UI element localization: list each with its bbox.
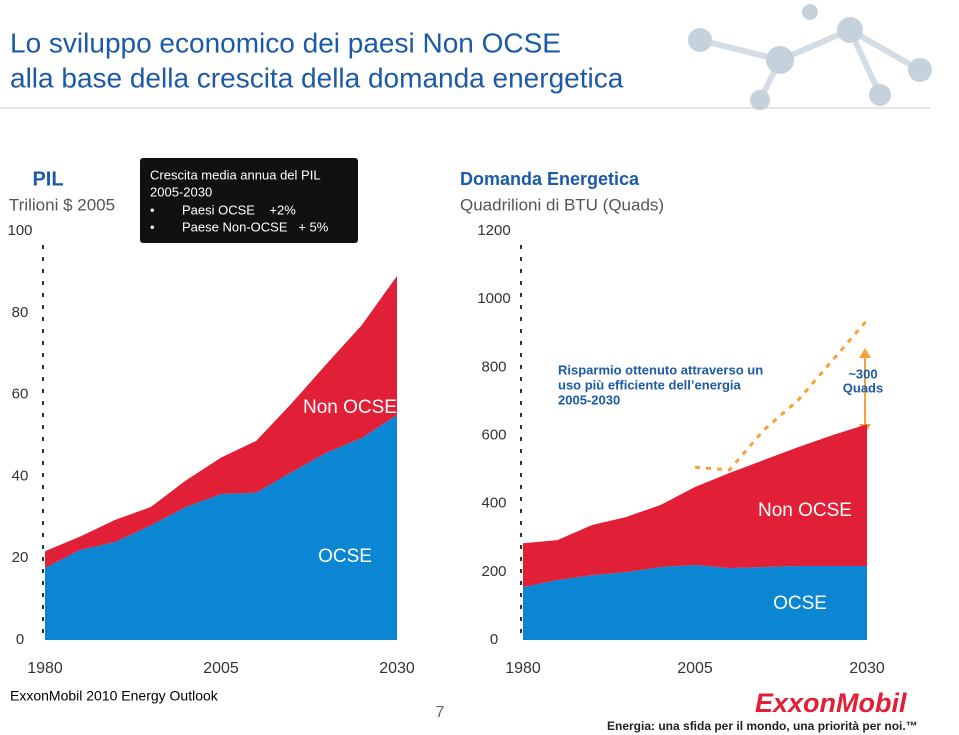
series-label: Non OCSE: [758, 500, 852, 521]
x-tick-label: 2005: [677, 660, 713, 677]
molecule-decoration: [688, 4, 932, 110]
y-tick-label: 20: [12, 549, 29, 566]
annotation: uso più efficiente dell’energia: [558, 377, 742, 392]
series-label: OCSE: [318, 546, 372, 567]
y-tick-label: 1000: [477, 290, 510, 307]
bullet: •: [150, 219, 155, 234]
area: [523, 565, 867, 640]
page-number: 7: [436, 704, 445, 721]
chart-subtitle: Trilioni $ 2005: [9, 195, 115, 214]
x-tick-label: 2030: [849, 660, 885, 677]
series-label: OCSE: [773, 593, 827, 614]
y-tick-label: 1200: [477, 222, 510, 239]
y-tick-label: 60: [12, 386, 29, 403]
y-tick-label: 40: [12, 467, 29, 484]
info-text: Crescita media annua del PIL: [150, 167, 321, 182]
series-label: Non OCSE: [303, 397, 397, 418]
title-line: alla base della crescita della domanda e…: [10, 62, 624, 93]
title-line: Lo sviluppo economico dei paesi Non OCSE: [10, 27, 561, 58]
y-tick-label: 400: [481, 495, 506, 512]
y-tick-label: 0: [16, 631, 24, 648]
y-tick-label: 200: [481, 563, 506, 580]
y-tick-label: 100: [7, 222, 32, 239]
info-box: [140, 158, 358, 243]
info-bullet: Paese Non-OCSE + 5%: [182, 219, 329, 234]
y-tick-label: 0: [490, 631, 498, 648]
tagline: Energia: una sfida per il mondo, una pri…: [607, 719, 918, 733]
annotation: Risparmio ottenuto attraverso un: [558, 362, 763, 377]
y-tick-label: 800: [481, 358, 506, 375]
chart-subtitle: Quadrilioni di BTU (Quads): [460, 195, 664, 214]
x-tick-label: 1980: [27, 660, 63, 677]
source: ExxonMobil 2010 Energy Outlook: [10, 688, 219, 704]
arrow-label: ~300: [848, 366, 877, 381]
info-bullet: Paesi OCSE +2%: [182, 202, 296, 217]
info-text: 2005-2030: [150, 184, 212, 199]
chart-title: PIL: [32, 168, 63, 190]
y-tick-label: 600: [481, 426, 506, 443]
x-tick-label: 2030: [379, 660, 415, 677]
x-tick-label: 1980: [505, 660, 541, 677]
area: [523, 424, 867, 588]
area: [45, 415, 397, 640]
x-tick-label: 2005: [203, 660, 239, 677]
chart-title: Domanda Energetica: [460, 169, 640, 189]
arrow-label: Quads: [843, 380, 883, 395]
bullet: •: [150, 202, 155, 217]
annotation: 2005-2030: [558, 392, 620, 407]
y-tick-label: 80: [12, 304, 29, 321]
logo: ExxonMobil: [755, 688, 907, 718]
area: [45, 275, 397, 569]
